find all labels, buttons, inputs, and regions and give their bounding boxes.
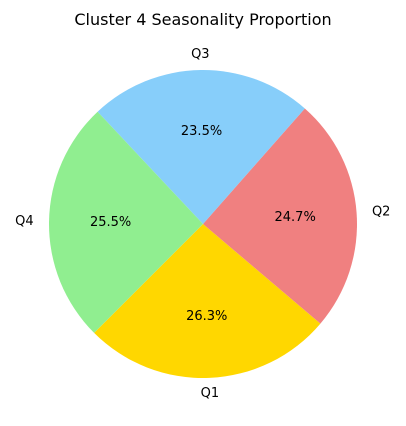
slice-percent-label: 24.7% <box>275 210 316 225</box>
chart-title: Cluster 4 Seasonality Proportion <box>74 10 331 29</box>
slice-percent-label: 23.5% <box>181 124 222 139</box>
slice-category-label: Q2 <box>372 204 391 219</box>
slice-category-label: Q4 <box>15 214 34 229</box>
slice-category-label: Q3 <box>191 47 210 62</box>
pie-slice-q4 <box>48 111 203 333</box>
pie-slices <box>48 70 357 378</box>
pie-slice-q2 <box>203 108 357 324</box>
slice-category-label: Q1 <box>201 386 220 401</box>
pie-slice-q1 <box>94 224 321 378</box>
slice-percent-label: 25.5% <box>90 215 131 230</box>
slice-percent-label: 26.3% <box>186 309 227 324</box>
pie-labels: 26.3% Q1 24.7% Q2 23.5% Q3 25.5% Q4 <box>15 47 390 401</box>
pie-slice-q3 <box>97 70 305 225</box>
